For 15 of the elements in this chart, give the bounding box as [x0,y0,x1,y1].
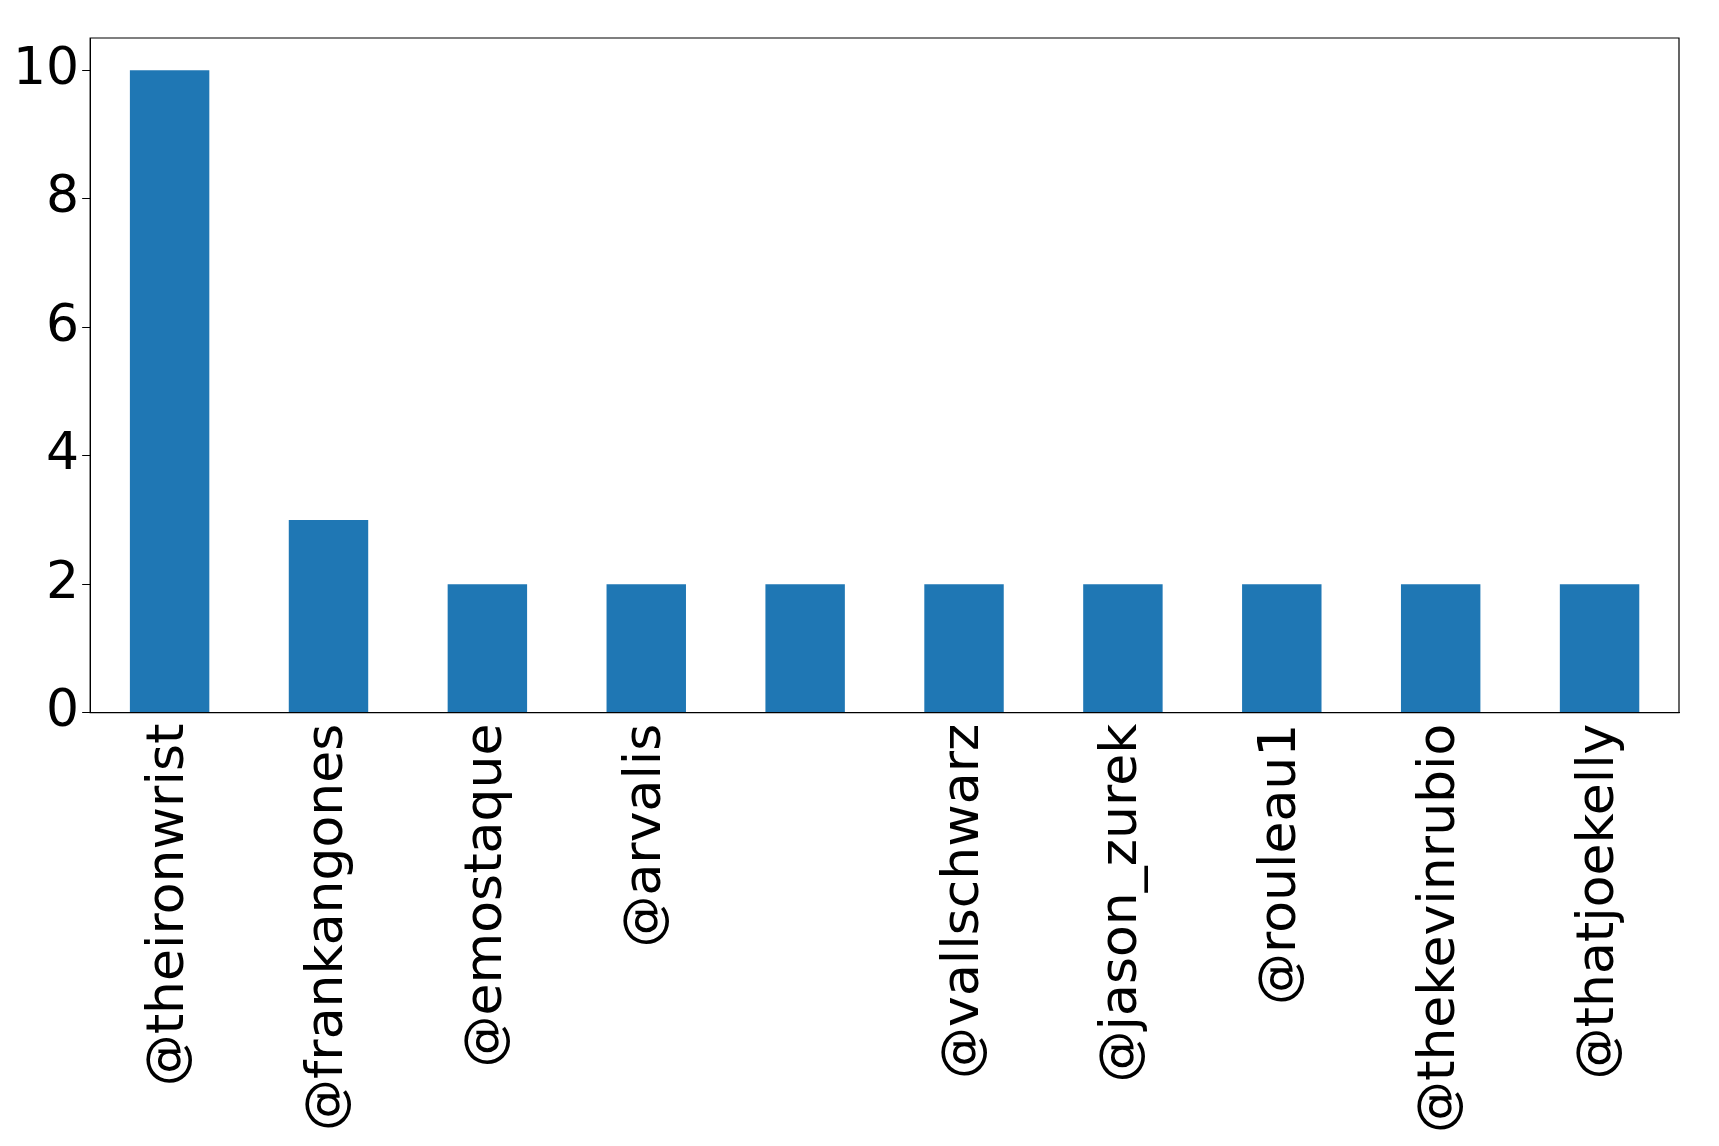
x-tick-label: @jason_zurek [1088,723,1149,1083]
x-tick-label: @vallschwarz [929,723,990,1079]
x-tick-label: @arvalis [611,723,672,948]
y-tick-label: 10 [13,35,80,96]
y-tick-label: 2 [46,549,80,610]
x-tick-label: @rouleau1 [1247,723,1308,1005]
x-tick-label: @thatjoekelly [1565,723,1626,1080]
x-tick-label: @theironwrist [135,723,196,1087]
y-tick-label: 8 [46,164,80,225]
y-tick-label: 6 [46,292,80,353]
y-tick-label: 4 [46,421,80,482]
x-tick-label: @thekevinrubio [1406,723,1467,1133]
y-tick-label: 0 [46,678,80,739]
x-tick-label: @frankangones [294,723,355,1132]
x-tick-label: @emostaque [452,723,513,1068]
